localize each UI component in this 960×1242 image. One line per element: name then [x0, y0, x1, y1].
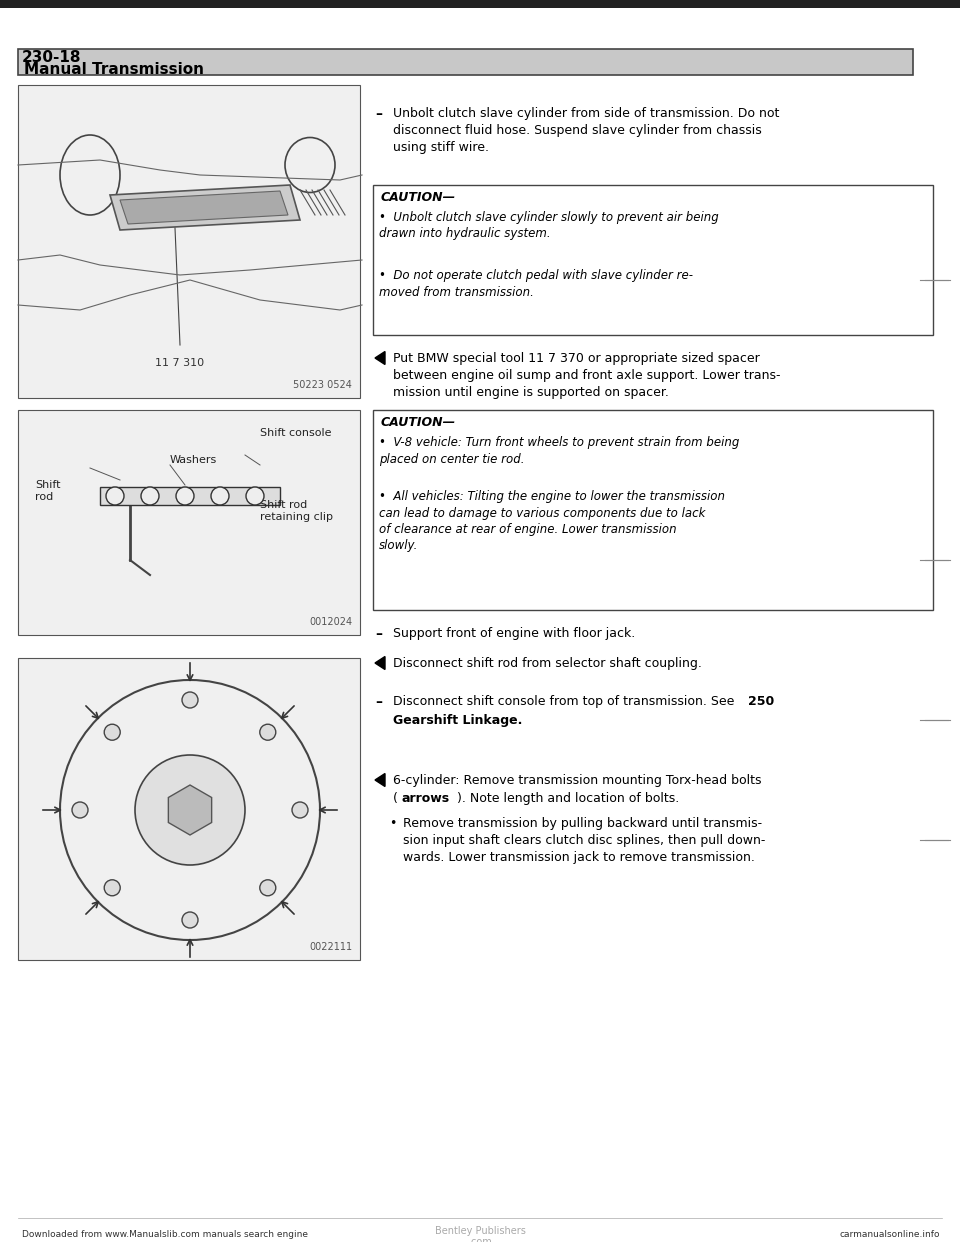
Bar [18, 658, 360, 960]
Text: Disconnect shift console from top of transmission. See: Disconnect shift console from top of tra… [393, 696, 738, 708]
Text: 11 7 310: 11 7 310 [155, 358, 204, 368]
Text: Manual Transmission: Manual Transmission [24, 62, 204, 77]
Text: –: – [375, 696, 382, 709]
Text: 50223 0524: 50223 0524 [293, 380, 352, 390]
Polygon shape [375, 351, 385, 364]
Bar [18, 48, 913, 75]
Bar [18, 84, 360, 397]
Text: ). Note length and location of bolts.: ). Note length and location of bolts. [457, 792, 680, 805]
Circle shape [182, 692, 198, 708]
Text: (: ( [393, 792, 397, 805]
Text: Downloaded from www.Manualslib.com manuals search engine: Downloaded from www.Manualslib.com manua… [22, 1230, 308, 1240]
Text: CAUTION—: CAUTION— [381, 191, 456, 204]
Text: Disconnect shift rod from selector shaft coupling.: Disconnect shift rod from selector shaft… [393, 657, 702, 669]
Text: Put BMW special tool 11 7 370 or appropriate sized spacer
between engine oil sum: Put BMW special tool 11 7 370 or appropr… [393, 351, 780, 399]
Polygon shape [375, 774, 385, 786]
Text: Washers: Washers [170, 455, 217, 465]
Bar [0, 0, 960, 7]
Text: .com: .com [468, 1237, 492, 1242]
Text: Shift
rod: Shift rod [35, 479, 60, 502]
Text: •  All vehicles: Tilting the engine to lower the transmission
can lead to damage: • All vehicles: Tilting the engine to lo… [379, 491, 725, 553]
Text: Bentley Publishers: Bentley Publishers [435, 1226, 525, 1236]
Text: carmanualsonline.info: carmanualsonline.info [839, 1230, 940, 1240]
Text: 0012024: 0012024 [309, 617, 352, 627]
Text: Shift rod
retaining clip: Shift rod retaining clip [260, 501, 333, 522]
Circle shape [72, 802, 88, 818]
Circle shape [105, 724, 120, 740]
Circle shape [246, 487, 264, 505]
Circle shape [211, 487, 229, 505]
Circle shape [260, 879, 276, 895]
Bar [18, 410, 360, 635]
Circle shape [182, 912, 198, 928]
Circle shape [176, 487, 194, 505]
Text: Remove transmission by pulling backward until transmis-
sion input shaft clears : Remove transmission by pulling backward … [403, 817, 765, 864]
Circle shape [106, 487, 124, 505]
Circle shape [105, 879, 120, 895]
Text: 6-cylinder: Remove transmission mounting Torx-head bolts: 6-cylinder: Remove transmission mounting… [393, 774, 761, 787]
Text: Shift console: Shift console [260, 428, 331, 438]
Text: Unbolt clutch slave cylinder from side of transmission. Do not
disconnect fluid : Unbolt clutch slave cylinder from side o… [393, 107, 780, 154]
Circle shape [135, 755, 245, 864]
Text: Gearshift Linkage.: Gearshift Linkage. [393, 714, 522, 727]
Text: –: – [375, 107, 382, 120]
Polygon shape [375, 657, 385, 669]
Polygon shape [120, 191, 288, 224]
Circle shape [141, 487, 159, 505]
Text: CAUTION—: CAUTION— [381, 416, 456, 428]
Polygon shape [168, 785, 211, 835]
Circle shape [292, 802, 308, 818]
Text: 250: 250 [748, 696, 775, 708]
Bar [100, 487, 280, 505]
Bar [373, 185, 933, 335]
Polygon shape [110, 185, 300, 230]
Text: 230-18: 230-18 [22, 50, 82, 65]
Text: –: – [375, 627, 382, 641]
Text: arrows: arrows [401, 792, 449, 805]
Text: 0022111: 0022111 [309, 941, 352, 953]
Bar [373, 410, 933, 610]
Text: •  Unbolt clutch slave cylinder slowly to prevent air being
drawn into hydraulic: • Unbolt clutch slave cylinder slowly to… [379, 211, 719, 241]
Text: •  Do not operate clutch pedal with slave cylinder re-
moved from transmission.: • Do not operate clutch pedal with slave… [379, 270, 693, 298]
Text: •: • [389, 817, 396, 830]
Circle shape [260, 724, 276, 740]
Text: •  V-8 vehicle: Turn front wheels to prevent strain from being
placed on center : • V-8 vehicle: Turn front wheels to prev… [379, 436, 739, 466]
Text: Support front of engine with floor jack.: Support front of engine with floor jack. [393, 627, 636, 640]
